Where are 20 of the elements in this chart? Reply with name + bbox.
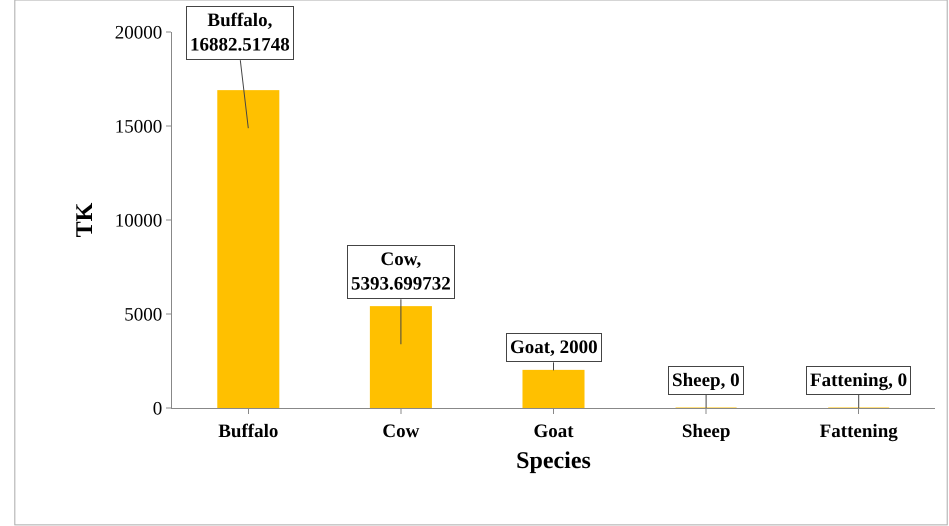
bar xyxy=(217,90,280,408)
y-tick-label: 5000 xyxy=(124,304,162,326)
x-axis-title: Species xyxy=(516,448,591,474)
y-tick-label: 20000 xyxy=(114,22,162,44)
y-tick-label: 0 xyxy=(152,398,162,420)
data-label: Fattening, 0 xyxy=(810,370,908,391)
y-tick-label: 10000 xyxy=(114,210,162,232)
x-tick-label: Goat xyxy=(533,420,574,442)
bar xyxy=(370,306,432,408)
y-tick-label: 15000 xyxy=(114,116,162,138)
y-axis-title: TK xyxy=(72,202,98,238)
data-label: Buffalo, 16882.51748 xyxy=(190,10,290,56)
data-label: Sheep, 0 xyxy=(672,370,740,391)
x-tick-label: Buffalo xyxy=(218,420,278,442)
x-tick-label: Fattening xyxy=(820,420,898,442)
x-tick-label: Cow xyxy=(382,420,420,442)
bar xyxy=(522,370,585,408)
data-label: Cow, 5393.699732 xyxy=(351,249,451,295)
data-label: Goat, 2000 xyxy=(510,337,598,358)
x-tick-label: Sheep xyxy=(682,420,730,442)
